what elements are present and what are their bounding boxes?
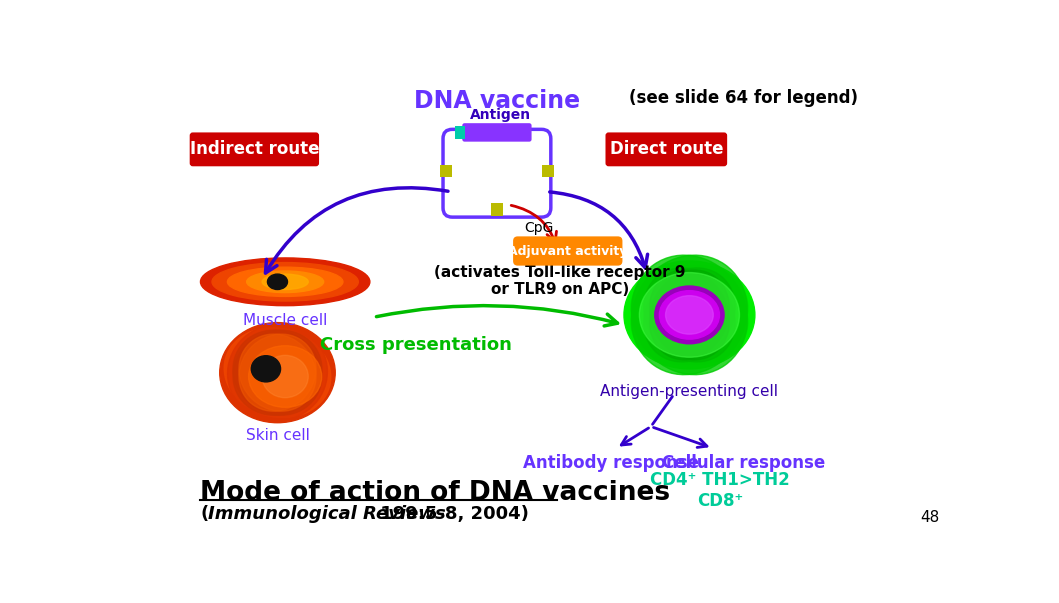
- Text: Mode of action of DNA vaccines: Mode of action of DNA vaccines: [200, 481, 670, 507]
- Text: Antibody response: Antibody response: [523, 454, 699, 472]
- Bar: [454, 126, 465, 139]
- Ellipse shape: [649, 270, 730, 360]
- Text: Adjuvant activity: Adjuvant activity: [508, 244, 627, 257]
- Ellipse shape: [249, 346, 322, 407]
- Ellipse shape: [239, 334, 316, 411]
- Ellipse shape: [654, 286, 724, 344]
- Ellipse shape: [233, 330, 322, 415]
- Text: Cellular response: Cellular response: [662, 454, 825, 472]
- Ellipse shape: [233, 330, 322, 415]
- FancyBboxPatch shape: [514, 236, 623, 266]
- Ellipse shape: [644, 268, 735, 362]
- Ellipse shape: [631, 265, 748, 365]
- Text: (see slide 64 for legend): (see slide 64 for legend): [629, 89, 858, 107]
- Ellipse shape: [268, 274, 287, 289]
- Ellipse shape: [660, 291, 719, 339]
- Text: 48: 48: [920, 510, 939, 525]
- Text: Antigen: Antigen: [470, 108, 532, 122]
- Text: Muscle cell: Muscle cell: [243, 312, 327, 327]
- Text: 199:5-8, 2004): 199:5-8, 2004): [374, 505, 528, 523]
- Bar: [439, 165, 452, 177]
- Text: Direct route: Direct route: [610, 140, 723, 159]
- Ellipse shape: [228, 267, 343, 297]
- FancyBboxPatch shape: [463, 123, 532, 142]
- Ellipse shape: [247, 271, 324, 292]
- Text: CD4⁺ TH1>TH2
CD8⁺: CD4⁺ TH1>TH2 CD8⁺: [650, 471, 790, 510]
- Ellipse shape: [200, 258, 370, 306]
- Bar: [541, 165, 554, 177]
- Ellipse shape: [665, 295, 714, 334]
- Text: Skin cell: Skin cell: [246, 428, 309, 443]
- Text: (: (: [200, 505, 209, 523]
- Ellipse shape: [640, 273, 739, 357]
- Text: DNA vaccine: DNA vaccine: [414, 89, 580, 113]
- Ellipse shape: [644, 268, 735, 362]
- Ellipse shape: [239, 334, 316, 411]
- Ellipse shape: [212, 262, 358, 301]
- FancyBboxPatch shape: [606, 133, 728, 166]
- Ellipse shape: [251, 356, 281, 382]
- Ellipse shape: [262, 274, 308, 289]
- Ellipse shape: [631, 265, 748, 365]
- Ellipse shape: [262, 355, 308, 398]
- FancyBboxPatch shape: [190, 133, 319, 166]
- Ellipse shape: [228, 324, 327, 421]
- Text: Indirect route: Indirect route: [190, 140, 319, 159]
- Text: CpG: CpG: [524, 221, 553, 235]
- Ellipse shape: [631, 255, 748, 374]
- FancyBboxPatch shape: [443, 129, 551, 217]
- Bar: [490, 203, 503, 216]
- Ellipse shape: [631, 255, 748, 374]
- Text: Antigen-presenting cell: Antigen-presenting cell: [600, 384, 778, 399]
- Text: (activates Toll-like receptor 9
or TLR9 on APC): (activates Toll-like receptor 9 or TLR9 …: [434, 265, 686, 297]
- Ellipse shape: [225, 327, 330, 418]
- Ellipse shape: [649, 270, 730, 360]
- Ellipse shape: [624, 261, 755, 369]
- Ellipse shape: [219, 323, 336, 423]
- Text: Immunological Reviews: Immunological Reviews: [209, 505, 446, 523]
- Text: Cross presentation: Cross presentation: [320, 336, 511, 354]
